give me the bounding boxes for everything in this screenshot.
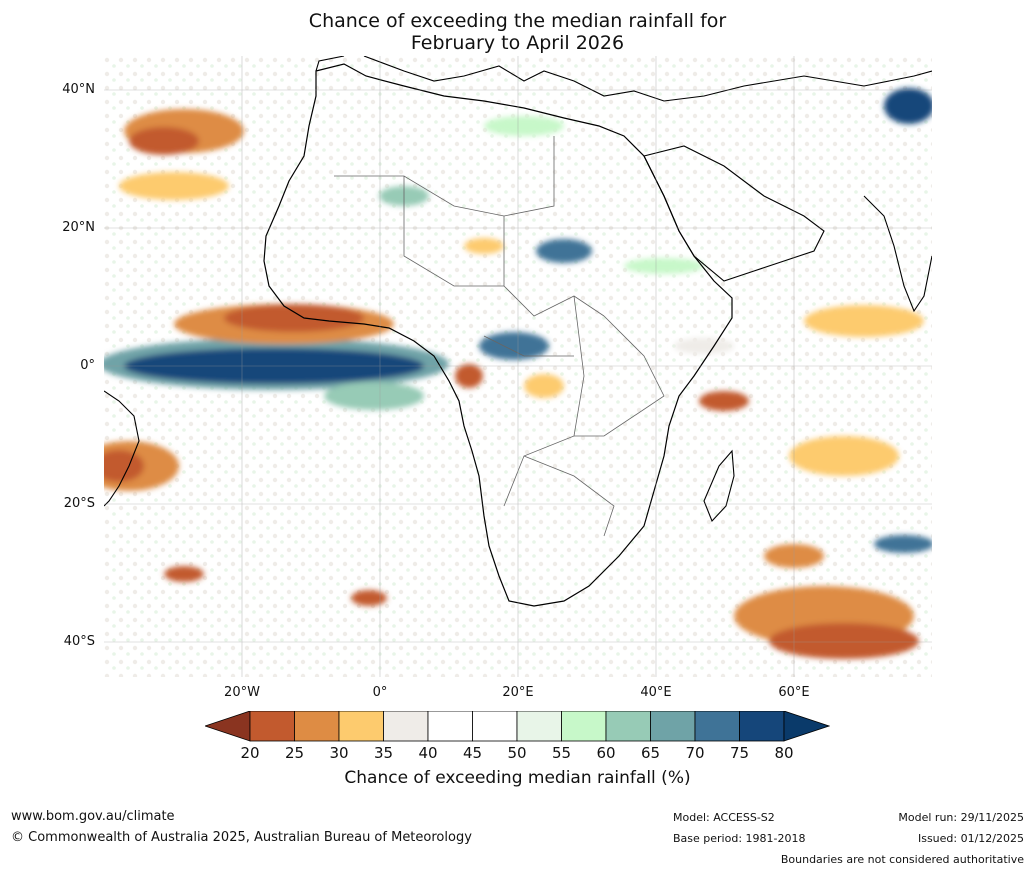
- south-america-coastline: [104, 390, 140, 507]
- colorbar-label: 40: [418, 744, 438, 762]
- colorbar-arrow-high: [783, 711, 830, 742]
- colorbar-label: 25: [284, 744, 305, 762]
- colorbar-cell: [694, 711, 740, 742]
- lat-tick-20s: 20°S: [63, 496, 95, 511]
- colorbar-label: 55: [551, 744, 572, 762]
- colorbar-title: Chance of exceeding median rainfall (%): [344, 768, 691, 788]
- colorbar-label: 60: [596, 744, 616, 762]
- lon-tick-20e: 20°E: [502, 685, 534, 700]
- lat-tick-20n: 20°N: [62, 220, 95, 235]
- colorbar-cell: [516, 711, 562, 742]
- lat-tick-40s: 40°S: [63, 634, 95, 649]
- issued-date: Issued: 01/12/2025: [917, 832, 1024, 845]
- lon-tick-0: 0°: [372, 685, 388, 700]
- colorbar-cell: [605, 711, 651, 742]
- colorbar-label: 20: [240, 744, 260, 762]
- colorbar-cell: [338, 711, 384, 742]
- europe-coastline: [315, 56, 932, 102]
- title-line-1: Chance of exceeding the median rainfall …: [308, 10, 727, 32]
- colorbar-cell: [294, 711, 340, 742]
- lat-tick-0: 0°: [80, 358, 95, 373]
- lon-tick-20w: 20°W: [224, 685, 260, 700]
- madagascar-coastline: [703, 449, 735, 523]
- boundaries-disclaimer: Boundaries are not considered authoritat…: [780, 853, 1024, 866]
- colorbar-cell: [249, 711, 295, 742]
- colorbar-label: 70: [685, 744, 705, 762]
- colorbar-label: 50: [507, 744, 527, 762]
- country-borders: [334, 136, 665, 537]
- colorbar-arrow-low: [205, 711, 251, 742]
- rainfall-map: [104, 56, 932, 677]
- probability-field: [104, 88, 932, 659]
- colorbar-cell: [561, 711, 607, 742]
- colorbar-cell: [472, 711, 518, 742]
- model-name: Model: ACCESS-S2: [673, 811, 775, 824]
- model-run: Model run: 29/11/2025: [898, 811, 1024, 824]
- colorbar-cell: [739, 711, 785, 742]
- map-title: Chance of exceeding the median rainfall …: [0, 10, 1035, 54]
- copyright-text: © Commonwealth of Australia 2025, Austra…: [11, 830, 472, 845]
- colorbar-label: 65: [640, 744, 661, 762]
- title-line-2: February to April 2026: [410, 32, 625, 54]
- colorbar-label: 35: [373, 744, 394, 762]
- colorbar-cell: [427, 711, 473, 742]
- colorbar-cell: [650, 711, 696, 742]
- colorbar: [205, 711, 830, 742]
- colorbar-label: 45: [462, 744, 483, 762]
- lon-tick-60e: 60°E: [778, 685, 810, 700]
- colorbar-label: 75: [729, 744, 750, 762]
- colorbar-label: 80: [774, 744, 794, 762]
- base-period: Base period: 1981-2018: [673, 832, 806, 845]
- map-canvas: [104, 56, 932, 677]
- africa-coastline: [263, 63, 733, 607]
- graticule: [104, 56, 932, 677]
- arabia-coastline: [643, 145, 825, 282]
- india-coastline: [863, 195, 932, 313]
- colorbar-label: 30: [329, 744, 349, 762]
- website-link[interactable]: www.bom.gov.au/climate: [11, 809, 175, 824]
- lat-tick-40n: 40°N: [62, 82, 95, 97]
- colorbar-cell: [383, 711, 429, 742]
- lon-tick-40e: 40°E: [640, 685, 672, 700]
